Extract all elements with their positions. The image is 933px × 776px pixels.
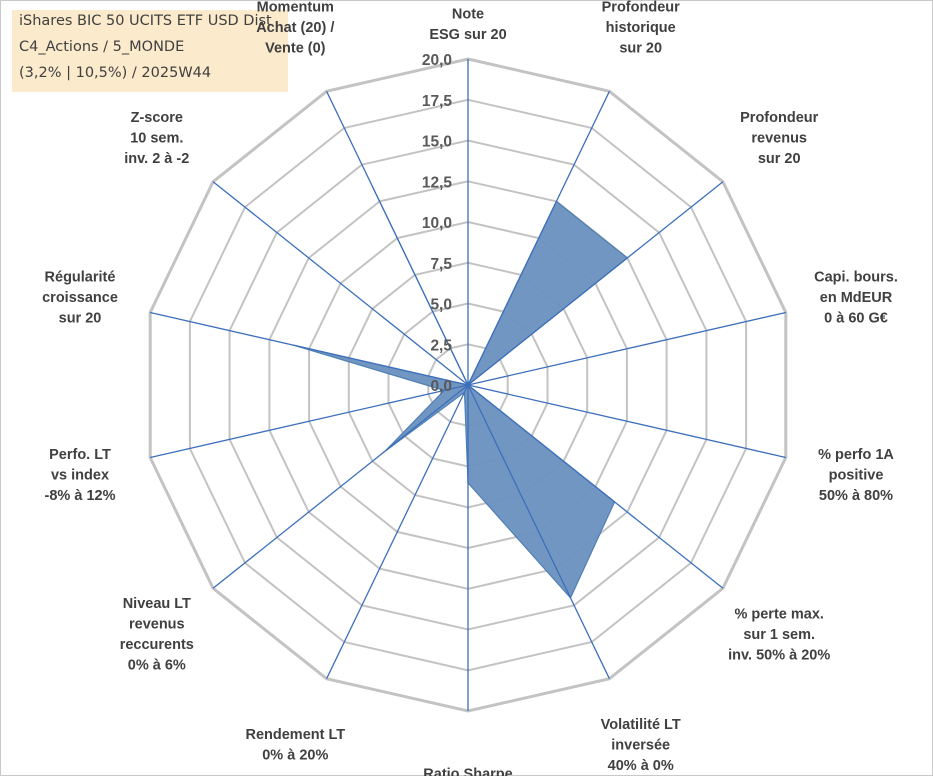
axis-label: Volatilité LT inversée 40% à 0% [601,717,681,774]
axis-spoke [467,384,786,459]
axis-spoke [212,384,469,589]
axis-spoke [212,181,469,386]
fund-period: (3,2% | 10,5%) / 2025W44 [19,65,212,81]
axis-spoke [150,384,469,459]
axis-label: Z-score 10 sem. inv. 2 à -2 [124,110,189,167]
radar-axis-labels: Note ESG sur 20 Profondeur historique sur 20… [42,0,898,776]
radar-series [292,186,628,599]
tick-label: 10,0 [422,215,452,232]
axis-spoke [326,384,469,679]
radar-tick-labels: 0,0 2,5 5,0 7,5 10,0 12,5 15,0 17,5 20,0 [422,52,453,395]
axis-spoke [150,311,469,386]
series-area [292,186,628,599]
axis-label: Capi. bours. en MdEUR 0 à 60 G€ [814,270,898,327]
tick-label: 5,0 [430,297,452,314]
fund-category: C4_Actions / 5_MONDE [19,39,185,55]
axis-spoke [467,384,724,589]
axis-label: Rendement LT 0% à 20% [245,727,345,764]
axis-spoke [467,181,724,386]
axis-label: Régularité croissance sur 20 [42,270,118,327]
axis-label: % perte max. sur 1 sem. inv. 50% à 20% [728,606,830,663]
tick-label: 15,0 [422,134,452,151]
axis-label: Niveau LT revenus reccurents 0% à 6% [120,596,194,674]
fund-title-box: iShares BIC 50 UCITS ETF USD Dist C4_Act… [12,10,288,92]
axis-label: Profondeur revenus sur 20 [740,110,818,167]
axis-label: Note ESG sur 20 [429,7,506,44]
axis-label: Profondeur historique sur 20 [602,0,680,57]
tick-label: 20,0 [422,52,452,69]
tick-label: 12,5 [422,174,453,191]
fund-name: iShares BIC 50 UCITS ETF USD Dist [19,13,272,29]
axis-label: Momentum Achat (20) / Vente (0) [256,0,334,57]
axis-label: % perfo 1A positive 50% à 80% [818,447,894,504]
radar-spokes [150,59,786,711]
axis-spoke [467,384,610,679]
tick-label: 0,0 [430,378,452,395]
axis-spoke [467,91,610,386]
tick-label: 2,5 [430,337,452,354]
axis-label: Perfo. LT vs index -8% à 12% [45,447,116,504]
axis-spoke [467,311,786,386]
axis-label: Ratio Sharpe0 à 1 [423,767,512,776]
tick-label: 17,5 [422,93,453,110]
tick-label: 7,5 [430,256,452,273]
axis-spoke [326,91,469,386]
